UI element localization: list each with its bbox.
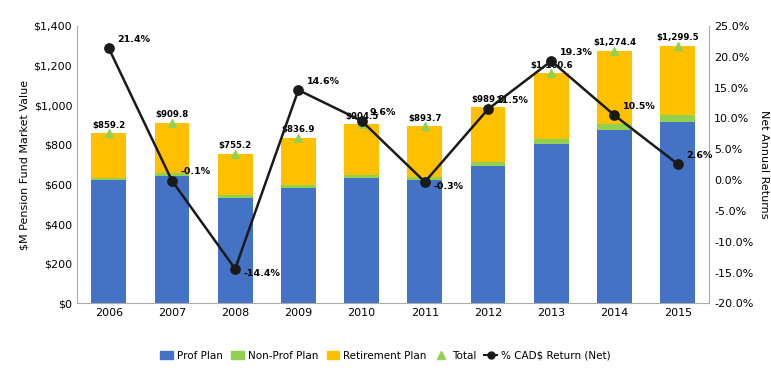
- Text: $909.8: $909.8: [155, 111, 189, 120]
- Bar: [217, 198, 253, 303]
- Bar: [154, 172, 190, 176]
- Bar: [281, 188, 316, 303]
- Total: [103, 130, 115, 136]
- Bar: [154, 176, 190, 303]
- Text: 19.3%: 19.3%: [560, 48, 592, 57]
- Text: $836.9: $836.9: [281, 125, 315, 134]
- Total: [229, 151, 241, 157]
- Total: [608, 48, 621, 54]
- Bar: [597, 51, 632, 124]
- Bar: [660, 122, 695, 303]
- Point: [608, 112, 621, 118]
- Bar: [407, 180, 443, 303]
- Point: [419, 179, 431, 185]
- Text: $1,160.6: $1,160.6: [530, 61, 573, 70]
- Bar: [660, 115, 695, 122]
- Text: 9.6%: 9.6%: [370, 108, 396, 117]
- Bar: [344, 178, 379, 303]
- Bar: [534, 139, 569, 144]
- Bar: [91, 133, 126, 178]
- Text: -14.4%: -14.4%: [244, 269, 280, 278]
- Bar: [91, 178, 126, 180]
- Point: [355, 118, 368, 124]
- Y-axis label: Net Annual Returns: Net Annual Returns: [759, 110, 769, 219]
- Bar: [407, 177, 443, 180]
- Bar: [470, 107, 506, 162]
- Point: [672, 161, 684, 167]
- Point: [103, 45, 115, 51]
- Text: $859.2: $859.2: [92, 121, 126, 130]
- Text: 10.5%: 10.5%: [623, 102, 655, 111]
- Bar: [344, 175, 379, 178]
- Text: -0.3%: -0.3%: [433, 182, 463, 191]
- Bar: [281, 138, 316, 185]
- Bar: [660, 46, 695, 115]
- Text: $1,274.4: $1,274.4: [593, 38, 636, 47]
- Bar: [470, 162, 506, 166]
- Point: [482, 106, 494, 112]
- Total: [355, 121, 368, 127]
- Bar: [534, 73, 569, 139]
- Bar: [470, 166, 506, 303]
- Point: [545, 58, 557, 64]
- Point: [292, 87, 305, 93]
- Bar: [344, 124, 379, 175]
- Text: 2.6%: 2.6%: [686, 151, 712, 160]
- Total: [672, 43, 684, 49]
- Total: [545, 70, 557, 76]
- Text: -0.1%: -0.1%: [180, 167, 210, 176]
- Text: $1,299.5: $1,299.5: [656, 33, 699, 42]
- Point: [166, 178, 178, 184]
- Text: $893.7: $893.7: [408, 114, 442, 123]
- Bar: [154, 123, 190, 172]
- Text: $755.2: $755.2: [218, 141, 252, 150]
- Text: $904.5: $904.5: [345, 111, 379, 121]
- Bar: [217, 154, 253, 195]
- Total: [419, 123, 431, 129]
- Point: [229, 266, 241, 272]
- Text: $989.8: $989.8: [471, 95, 505, 104]
- Text: 21.4%: 21.4%: [117, 35, 150, 44]
- Bar: [534, 144, 569, 303]
- Bar: [597, 130, 632, 303]
- Text: 11.5%: 11.5%: [497, 96, 529, 105]
- Total: [482, 104, 494, 110]
- Bar: [281, 185, 316, 188]
- Bar: [217, 195, 253, 198]
- Bar: [91, 180, 126, 303]
- Y-axis label: $M Pension Fund Market Value: $M Pension Fund Market Value: [19, 80, 29, 250]
- Legend: Prof Plan, Non-Prof Plan, Retirement Plan, Total, % CAD$ Return (Net): Prof Plan, Non-Prof Plan, Retirement Pla…: [157, 346, 614, 365]
- Total: [292, 135, 305, 141]
- Bar: [407, 126, 443, 177]
- Bar: [597, 124, 632, 130]
- Text: 14.6%: 14.6%: [307, 77, 339, 86]
- Total: [166, 120, 178, 126]
